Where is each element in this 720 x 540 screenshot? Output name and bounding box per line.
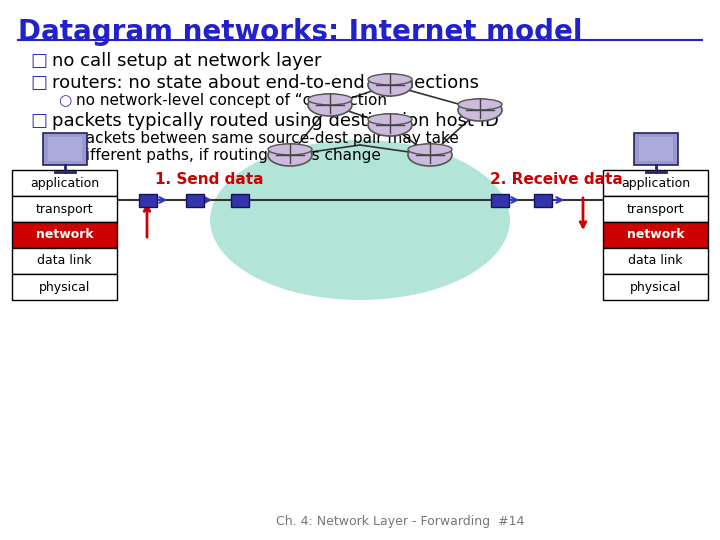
Text: packets between same source-dest pair may take: packets between same source-dest pair ma… [76, 131, 459, 146]
Bar [603, 248, 708, 274]
Bar [12, 170, 117, 196]
Ellipse shape [458, 99, 502, 121]
Text: data link: data link [629, 254, 683, 267]
Text: data link: data link [37, 254, 91, 267]
Ellipse shape [408, 144, 452, 155]
Ellipse shape [368, 74, 412, 85]
Bar [12, 274, 117, 300]
Text: ○: ○ [58, 131, 71, 146]
Bar [603, 222, 708, 248]
Ellipse shape [368, 114, 412, 125]
Text: no network-level concept of “connection”: no network-level concept of “connection” [76, 93, 394, 108]
Ellipse shape [408, 144, 452, 166]
Text: transport: transport [626, 202, 684, 215]
Bar [634, 133, 678, 165]
Bar [42, 133, 86, 165]
Text: network: network [36, 228, 94, 241]
Bar [639, 137, 672, 161]
Text: physical: physical [39, 280, 90, 294]
Text: no call setup at network layer: no call setup at network layer [52, 52, 322, 70]
Bar [231, 193, 249, 206]
Ellipse shape [368, 114, 412, 136]
Text: □: □ [30, 52, 47, 70]
Ellipse shape [308, 94, 352, 116]
Text: transport: transport [36, 202, 94, 215]
Text: application: application [30, 177, 99, 190]
Text: application: application [621, 177, 690, 190]
Bar [12, 248, 117, 274]
Bar [48, 137, 81, 161]
Text: network: network [626, 228, 684, 241]
Text: routers: no state about end-to-end connections: routers: no state about end-to-end conne… [52, 74, 479, 92]
Ellipse shape [458, 99, 502, 110]
Bar [12, 222, 117, 248]
Text: different paths, if routing tables change: different paths, if routing tables chang… [76, 148, 381, 163]
Text: □: □ [30, 74, 47, 92]
Ellipse shape [368, 74, 412, 96]
Bar [491, 193, 509, 206]
Bar [603, 170, 708, 196]
Bar [534, 193, 552, 206]
Text: ○: ○ [58, 93, 71, 108]
Bar [139, 193, 157, 206]
Text: □: □ [30, 112, 47, 130]
Text: Ch. 4: Network Layer - Forwarding  #14: Ch. 4: Network Layer - Forwarding #14 [276, 515, 524, 528]
Bar [603, 196, 708, 222]
Ellipse shape [308, 94, 352, 105]
Ellipse shape [210, 140, 510, 300]
Text: 1. Send data: 1. Send data [155, 172, 264, 187]
Ellipse shape [268, 144, 312, 155]
Bar [12, 196, 117, 222]
Bar [603, 274, 708, 300]
Text: 2. Receive data: 2. Receive data [490, 172, 623, 187]
Ellipse shape [268, 144, 312, 166]
Text: physical: physical [630, 280, 681, 294]
Text: packets typically routed using destination host ID: packets typically routed using destinati… [52, 112, 499, 130]
Bar [186, 193, 204, 206]
Text: Datagram networks: Internet model: Datagram networks: Internet model [18, 18, 582, 46]
